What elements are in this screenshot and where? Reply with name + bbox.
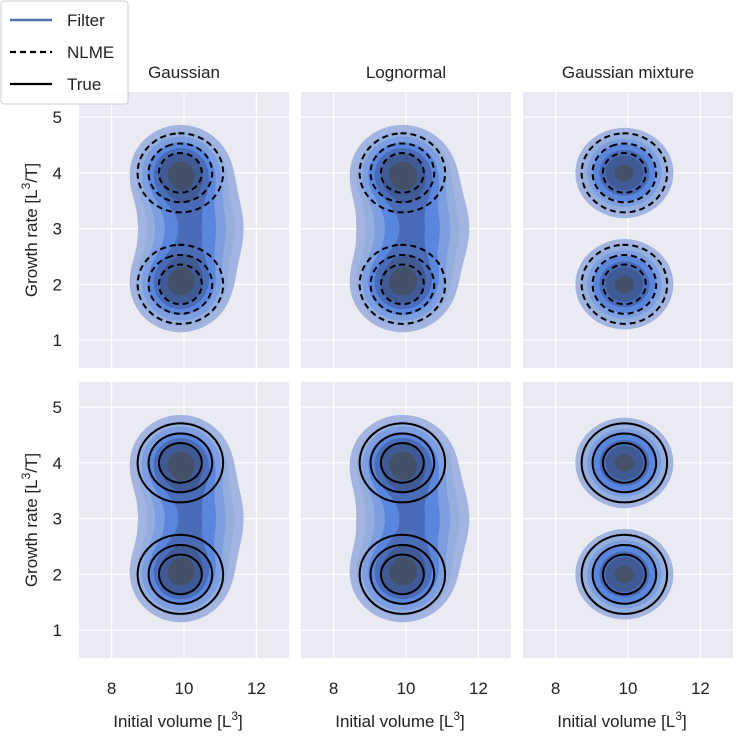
true-contour	[591, 432, 658, 605]
filter-density-band	[167, 161, 195, 296]
nlme-contour	[369, 142, 436, 315]
panel-1-0	[79, 382, 289, 658]
x-axis-label: Initial volume [L3]	[557, 709, 687, 731]
true-contour	[580, 422, 669, 615]
panel-grid	[79, 92, 733, 658]
x-tick-label: 8	[329, 679, 338, 698]
nlme-contour	[157, 151, 203, 306]
true-contour	[157, 441, 203, 596]
legend-label: True	[67, 75, 101, 94]
panel-0-2	[523, 92, 733, 368]
legend-box	[0, 0, 129, 105]
y-tick-label: 2	[53, 275, 62, 294]
true-contour	[369, 432, 436, 605]
legend: Filter NLME True	[0, 0, 129, 105]
filter-density-band	[605, 445, 644, 592]
nlme-contour	[601, 151, 647, 306]
y-tick-label: 5	[53, 398, 62, 417]
y-tick-label: 2	[53, 565, 62, 584]
column-title: Gaussian mixture	[562, 63, 694, 82]
panel-1-1	[301, 382, 511, 658]
x-tick-label: 12	[247, 679, 266, 698]
x-tick-label: 10	[175, 679, 194, 698]
x-tick-label: 8	[107, 679, 116, 698]
filter-density-band	[389, 161, 417, 296]
y-tick-label: 4	[53, 454, 62, 473]
x-tick-label: 10	[619, 679, 638, 698]
y-tick-label: 3	[53, 220, 62, 239]
nlme-contour	[136, 132, 225, 325]
y-tick-label: 5	[53, 108, 62, 127]
filter-density-band	[167, 451, 195, 586]
x-tick-label: 12	[469, 679, 488, 698]
true-contour	[147, 432, 214, 605]
true-contour	[358, 422, 447, 615]
nlme-contour	[358, 132, 447, 325]
y-axis-label: Growth rate [L3/T]	[19, 163, 41, 297]
y-tick-label: 3	[53, 510, 62, 529]
panel-0-1	[301, 92, 511, 368]
nlme-contour	[591, 142, 658, 315]
column-title: Lognormal	[366, 63, 446, 82]
filter-density-band	[614, 454, 634, 583]
x-axis-label: Initial volume [L3]	[335, 709, 465, 731]
filter-density-band	[614, 164, 634, 293]
panel-0-0	[79, 92, 289, 368]
column-title: Gaussian	[148, 63, 220, 82]
panel-1-2	[523, 382, 733, 658]
x-tick-label: 12	[691, 679, 710, 698]
true-contour	[136, 422, 225, 615]
nlme-contour	[580, 132, 669, 325]
y-axis-label: Growth rate [L3/T]	[19, 453, 41, 587]
x-tick-label: 8	[551, 679, 560, 698]
y-tick-label: 1	[53, 331, 62, 350]
true-contour	[379, 441, 425, 596]
legend-label: Filter	[67, 11, 105, 30]
x-axis-label: Initial volume [L3]	[113, 709, 243, 731]
nlme-contour	[147, 142, 214, 315]
true-contour	[601, 441, 647, 596]
y-tick-label: 4	[53, 164, 62, 183]
legend-label: NLME	[67, 43, 114, 62]
filter-density-band	[605, 155, 644, 302]
x-tick-label: 10	[397, 679, 416, 698]
y-tick-label: 1	[53, 621, 62, 640]
filter-density-band	[389, 451, 417, 586]
nlme-contour	[379, 151, 425, 306]
